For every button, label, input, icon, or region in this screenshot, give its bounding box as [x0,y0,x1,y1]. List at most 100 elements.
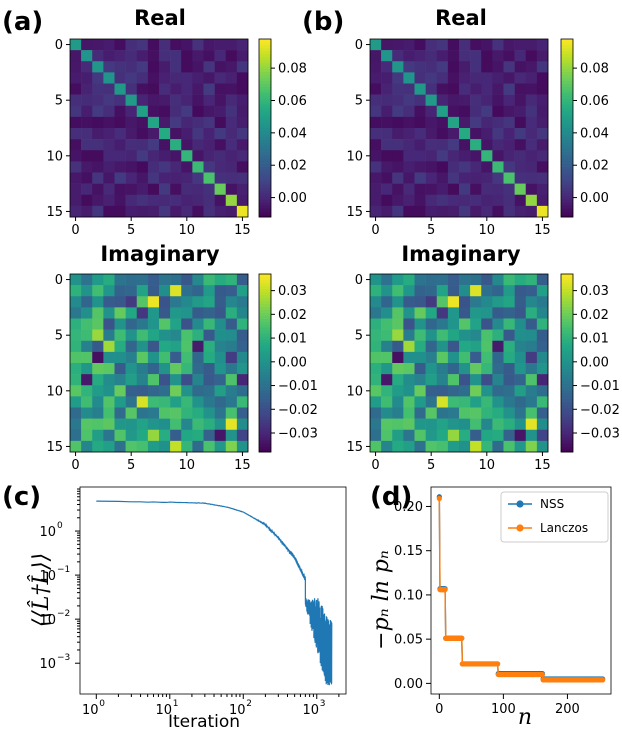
heatmap-cell [536,161,549,173]
colorbar-segment [561,41,573,46]
heatmap-cell [70,128,82,140]
heatmap-cell [147,407,160,419]
heatmap-cell [525,329,538,342]
colorbar-segment [561,282,573,287]
heatmap-cell [370,61,382,73]
heatmap-cell [214,83,227,95]
heatmap-cell [536,307,549,319]
panel-label-b: (b) [302,7,344,37]
heatmap-cell [447,318,460,330]
colorbar-segment [259,407,271,411]
heatmap-cell [481,418,493,431]
heatmap-cell [503,50,515,62]
heatmap-cell [70,318,82,330]
heatmap-cell [481,194,493,207]
heatmap-cell [236,116,249,129]
heatmap-cell [147,385,160,397]
colorbar-segment [561,68,573,73]
heatmap-cell [225,396,238,408]
heatmap-cell [236,205,249,218]
heatmap-cell [514,429,527,442]
heatmap-cell [214,296,227,308]
heatmap-cell [125,172,138,184]
heatmap-cell [70,83,82,95]
heatmap-cell [203,83,215,95]
heatmap-cell [381,307,393,319]
heatmap-cell [136,139,149,151]
heatmap-cell [125,351,138,364]
colorbar-segment [259,401,271,405]
heatmap-cell [125,363,138,375]
heatmap-cell [525,296,538,308]
heatmap-cell [70,274,82,286]
colorbar-segment [259,59,271,64]
heatmap-cell [159,61,171,73]
heatmap-cell [92,318,104,330]
heatmap-cell [514,363,527,375]
heatmap-cell [136,105,149,118]
heatmap-cell [514,440,527,453]
heatmap-cell [159,363,171,375]
heatmap-cell [492,116,504,129]
heatmap-cell [170,94,182,107]
heatmap-cell [114,429,126,442]
heatmap-cell [470,139,482,151]
heatmap-cell [203,161,215,173]
heatmap-cell [370,396,382,408]
colorbar-tick-label: 0.08 [278,62,307,77]
heatmap-cell [214,205,227,218]
heatmap-cell [514,340,527,353]
heatmap-cell [114,285,126,297]
colorbar-segment [259,214,271,218]
colorbar-segment [561,354,573,358]
heatmap-cell [403,194,415,207]
heatmap-frame [369,38,549,218]
heatmap-cell [103,329,115,342]
heatmap-cell [170,83,182,95]
colorbar-segment [561,274,573,278]
heatmap-cell [81,307,93,319]
heatmap-cell [481,340,493,353]
heatmap-cell [381,161,393,173]
heatmap-cell [147,161,160,173]
heatmap-cell [170,172,182,184]
heatmap-cell [403,429,415,442]
heatmap-cell [81,61,93,73]
colorbar-segment [561,395,573,399]
heatmap-cell [192,340,204,353]
heatmap-cell [70,385,82,397]
colorbar-segment [561,139,573,144]
heatmap-cell [125,72,138,84]
colorbar-segment [561,160,573,164]
heatmap-cell [514,318,527,330]
heatmap-cell [181,329,193,342]
colorbar-segment [259,163,271,167]
heatmap-cell [159,105,171,118]
heatmap-cell [236,161,249,173]
heatmap-cell [181,150,193,162]
heatmap-cell [103,374,115,386]
heatmap-cell [236,440,249,453]
heatmap-cell [92,340,104,353]
heatmap-cell [81,363,93,375]
heatmap-cell [170,340,182,353]
heatmap-cell [147,183,160,196]
heatmap-cell [236,105,249,118]
heatmap-cell [459,351,471,364]
heatmap-cell [236,72,249,84]
x-tick-label: 5 [127,458,135,473]
colorbar-segment [259,416,271,420]
colorbar-segment [561,416,573,420]
heatmap-cell [514,396,527,408]
heatmap-cell [503,183,515,196]
heatmap-cell [114,172,126,184]
heatmap-cell [147,83,160,95]
heatmap-cell [203,194,215,207]
colorbar-segment [561,113,573,117]
colorbar-frame [258,273,272,453]
heatmap-cell [536,105,549,118]
heatmap-cell [225,374,238,386]
heatmap-cell [159,39,171,51]
y-tick-label: 5 [355,329,363,344]
heatmap-cell [492,307,504,319]
